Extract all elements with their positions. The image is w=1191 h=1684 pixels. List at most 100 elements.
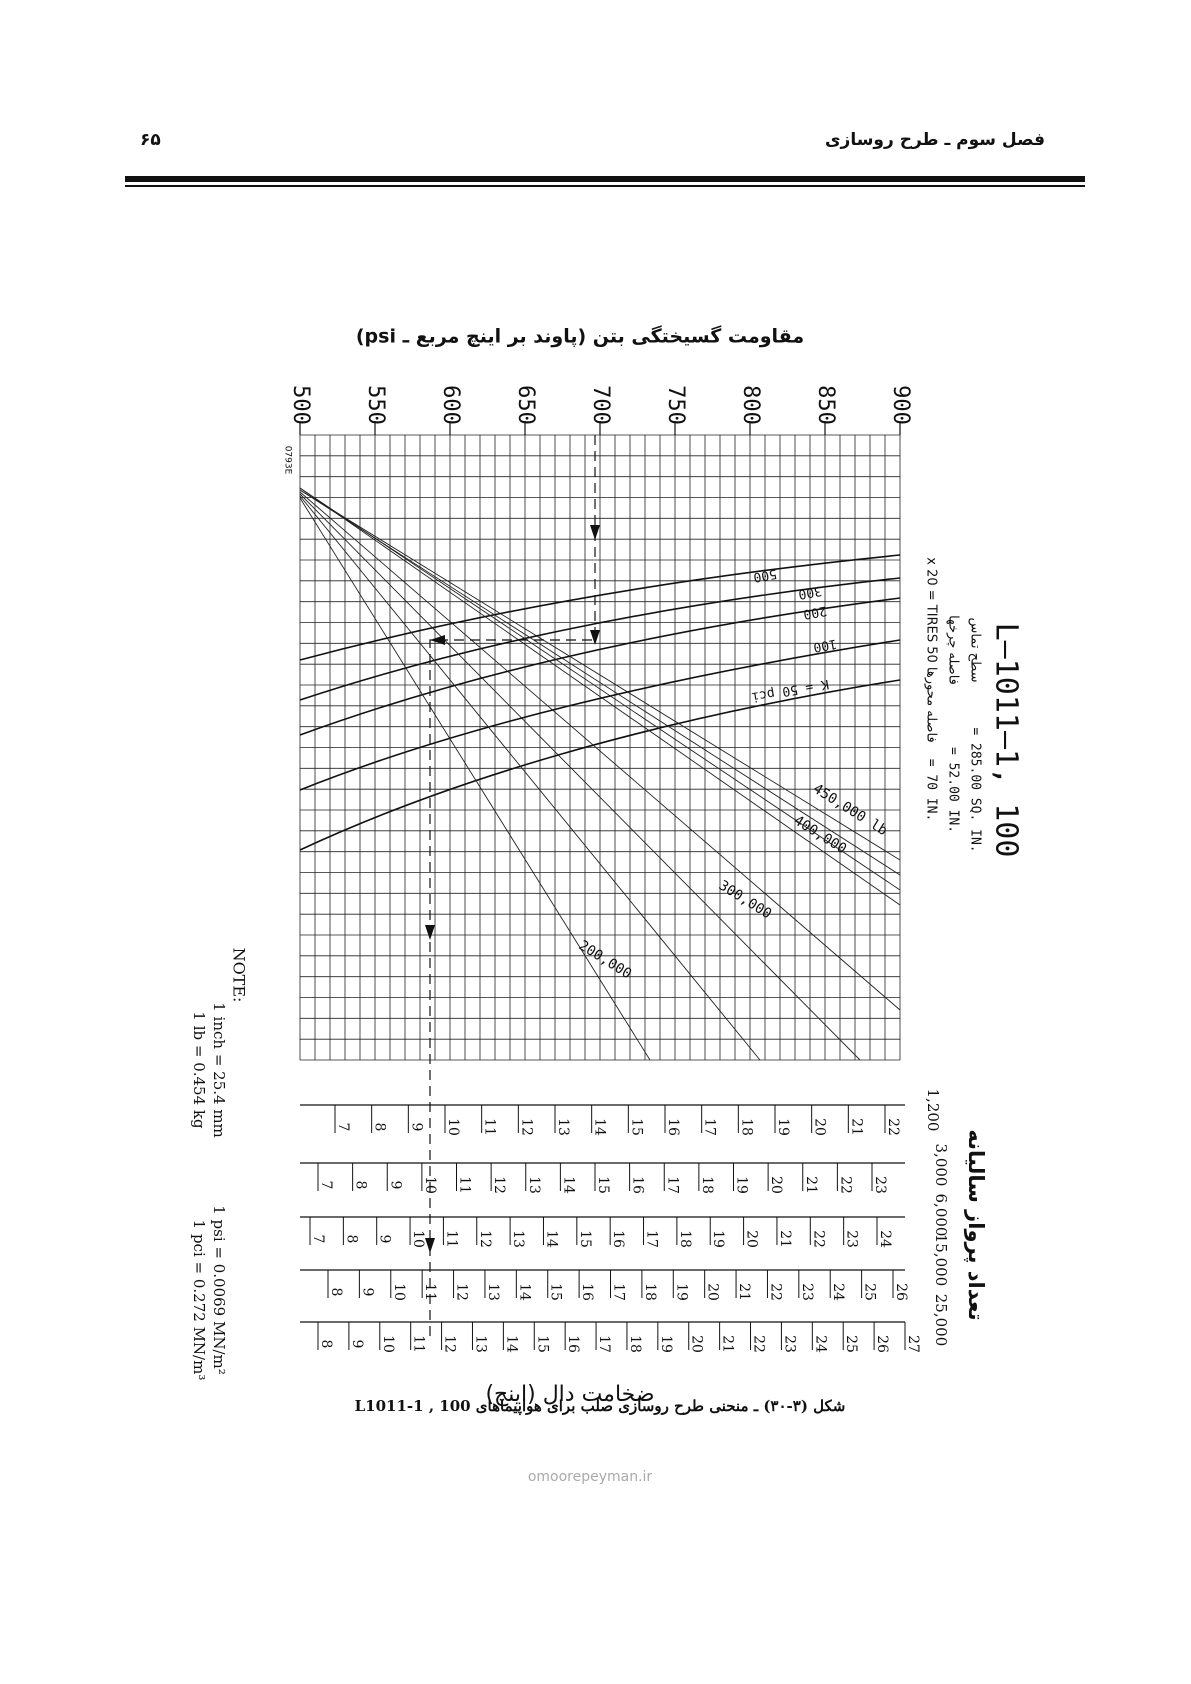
thickness-label: 19 bbox=[673, 1283, 689, 1301]
thickness-label: 18 bbox=[642, 1283, 658, 1301]
thickness-label: 7 bbox=[318, 1181, 334, 1190]
thickness-label: 20 bbox=[744, 1230, 760, 1248]
load-line bbox=[299, 497, 651, 1061]
load-line bbox=[299, 489, 901, 861]
arrow bbox=[430, 635, 445, 645]
thickness-label: 15 bbox=[628, 1118, 644, 1136]
thickness-label: 11 bbox=[457, 1176, 473, 1194]
header-rule bbox=[125, 176, 1085, 182]
load-line bbox=[299, 495, 761, 1061]
thickness-label: 17 bbox=[611, 1283, 627, 1301]
watermark: omoorepeyman.ir bbox=[528, 1469, 653, 1485]
note-line: 1 psi = 0.0069 MN/m² bbox=[210, 1205, 228, 1375]
k-label: 100 bbox=[812, 636, 838, 655]
thickness-label: 11 bbox=[482, 1118, 498, 1136]
arrow bbox=[425, 925, 435, 940]
thickness-label: 14 bbox=[543, 1230, 559, 1248]
strength-tick-label: 650 bbox=[513, 385, 538, 425]
thickness-label: 12 bbox=[518, 1118, 534, 1136]
thickness-label: 22 bbox=[767, 1283, 783, 1301]
arrow bbox=[590, 630, 600, 645]
thickness-label: 8 bbox=[372, 1123, 388, 1132]
thickness-label: 14 bbox=[503, 1335, 519, 1353]
example-path bbox=[425, 435, 600, 1340]
load-line bbox=[299, 487, 901, 891]
thickness-label: 19 bbox=[658, 1335, 674, 1353]
thickness-label: 20 bbox=[689, 1335, 705, 1353]
thickness-label: 14 bbox=[516, 1283, 532, 1301]
thickness-label: 26 bbox=[874, 1335, 890, 1353]
thickness-label: 18 bbox=[627, 1335, 643, 1353]
thickness-label: 21 bbox=[803, 1176, 819, 1194]
thickness-label: 20 bbox=[812, 1118, 828, 1136]
thickness-label: 9 bbox=[387, 1181, 403, 1190]
load-line bbox=[299, 491, 901, 1011]
strength-tick-label: 700 bbox=[588, 385, 613, 425]
thickness-label: 8 bbox=[318, 1340, 334, 1349]
departure-label: 15,000 bbox=[932, 1234, 950, 1287]
thickness-label: 22 bbox=[810, 1230, 826, 1248]
thickness-label: 13 bbox=[510, 1230, 526, 1248]
figure-code: 0793E bbox=[283, 446, 293, 475]
thickness-label: 23 bbox=[844, 1230, 860, 1248]
thickness-label: 10 bbox=[445, 1118, 461, 1136]
strength-tick-label: 850 bbox=[813, 385, 838, 425]
page-number: ۶۵ bbox=[140, 130, 161, 150]
thickness-label: 15 bbox=[577, 1230, 593, 1248]
thickness-label: 26 bbox=[893, 1283, 909, 1301]
thickness-label: 22 bbox=[885, 1118, 901, 1136]
strength-title: مقاومت گسیختگی بتن (پاوند بر اینچ مربع ـ… bbox=[356, 325, 804, 348]
thickness-label: 16 bbox=[665, 1118, 681, 1136]
thickness-label: 9 bbox=[349, 1340, 365, 1349]
thickness-label: 13 bbox=[485, 1283, 501, 1301]
k-curve bbox=[299, 639, 901, 791]
strength-tick-label: 750 bbox=[663, 385, 688, 425]
note-title: NOTE: bbox=[230, 948, 249, 1003]
thickness-label: 11 bbox=[443, 1230, 459, 1248]
arrow bbox=[590, 525, 600, 540]
k-curve bbox=[299, 597, 901, 736]
thickness-label: 20 bbox=[768, 1176, 784, 1194]
thickness-label: 21 bbox=[777, 1230, 793, 1248]
thickness-label: 10 bbox=[380, 1335, 396, 1353]
thickness-label: 23 bbox=[799, 1283, 815, 1301]
aircraft-value: = 285.00 SQ. IN. bbox=[968, 727, 983, 852]
k-label: 300 bbox=[797, 583, 823, 602]
thickness-label: 21 bbox=[848, 1118, 864, 1136]
load-line bbox=[299, 489, 901, 876]
thickness-label: 9 bbox=[377, 1235, 393, 1244]
thickness-title: ضخامت دال (اینچ) bbox=[485, 1382, 654, 1407]
thickness-label: 12 bbox=[442, 1335, 458, 1353]
thickness-label: 22 bbox=[751, 1335, 767, 1353]
thickness-label: 12 bbox=[477, 1230, 493, 1248]
thickness-label: 19 bbox=[775, 1118, 791, 1136]
aircraft-label: فاصله چرخها bbox=[946, 615, 961, 685]
thickness-label: 21 bbox=[736, 1283, 752, 1301]
thickness-label: 10 bbox=[410, 1230, 426, 1248]
thickness-label: 22 bbox=[837, 1176, 853, 1194]
thickness-label: 23 bbox=[781, 1335, 797, 1353]
thickness-label: 25 bbox=[843, 1335, 859, 1353]
thickness-label: 9 bbox=[359, 1288, 375, 1297]
aircraft-name: L–1011–1, 100 bbox=[989, 623, 1024, 858]
load-label: 300,000 bbox=[716, 878, 775, 923]
departure-label: 3,000 bbox=[932, 1144, 950, 1187]
thickness-label: 8 bbox=[328, 1288, 344, 1297]
thickness-label: 16 bbox=[630, 1176, 646, 1194]
departures-title: تعداد پرواز سالیانه bbox=[964, 1129, 988, 1320]
k-label: 500 bbox=[752, 566, 778, 585]
thickness-label: 7 bbox=[310, 1235, 326, 1244]
thickness-label: 19 bbox=[710, 1230, 726, 1248]
thickness-label: 24 bbox=[812, 1335, 828, 1353]
thickness-label: 12 bbox=[454, 1283, 470, 1301]
thickness-label: 11 bbox=[422, 1283, 438, 1301]
k-curve bbox=[299, 679, 901, 851]
thickness-label: 9 bbox=[408, 1123, 424, 1132]
thickness-label: 13 bbox=[555, 1118, 571, 1136]
strength-tick-label: 900 bbox=[888, 385, 913, 425]
thickness-label: 8 bbox=[353, 1181, 369, 1190]
thickness-label: 7 bbox=[335, 1123, 351, 1132]
thickness-label: 12 bbox=[491, 1176, 507, 1194]
thickness-label: 25 bbox=[862, 1283, 878, 1301]
